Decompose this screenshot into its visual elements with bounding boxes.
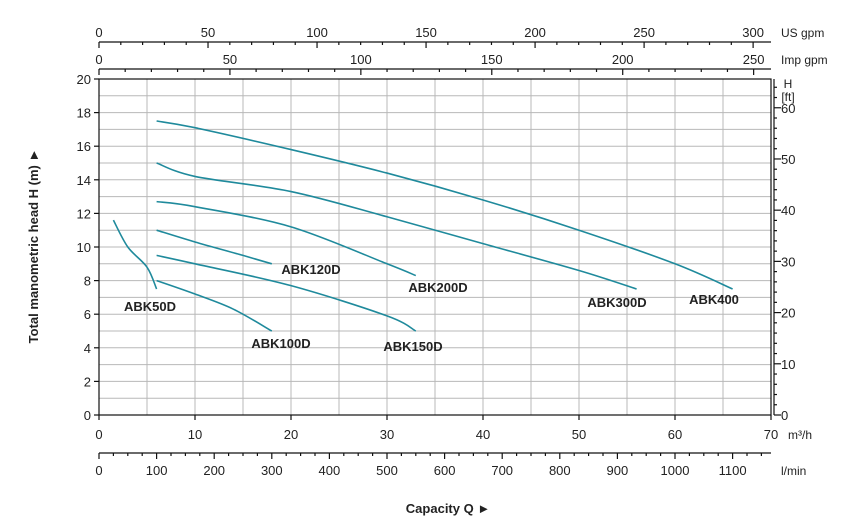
y-tick-label: 2 xyxy=(84,374,91,389)
series-curves xyxy=(112,120,733,332)
series-label-abk120d: ABK120D xyxy=(281,262,340,277)
secondary-tick-label: 900 xyxy=(607,463,629,478)
secondary-tick-label: 200 xyxy=(203,463,225,478)
secondary-tick-label: 50 xyxy=(201,25,215,40)
y-tick-label: 0 xyxy=(84,408,91,423)
y-tick-label: 14 xyxy=(77,173,91,188)
x-tick-label: 60 xyxy=(668,427,682,442)
y-tick-label: 18 xyxy=(77,106,91,121)
right-tick-label: 30 xyxy=(781,254,795,269)
secondary-axis-unit: Imp gpm xyxy=(781,53,828,67)
y-tick-label: 16 xyxy=(77,139,91,154)
curve-abk120d xyxy=(156,229,273,265)
y-tick-label: 6 xyxy=(84,307,91,322)
secondary-tick-label: 200 xyxy=(524,25,546,40)
y-tick-label: 10 xyxy=(77,240,91,255)
x-axis-unit: m³/h xyxy=(788,428,812,442)
x-tick-label: 20 xyxy=(284,427,298,442)
secondary-tick-label: 0 xyxy=(95,52,102,67)
x-tick-label: 50 xyxy=(572,427,586,442)
series-label-abk150d: ABK150D xyxy=(383,339,442,354)
x-tick-label: 70 xyxy=(764,427,778,442)
x-tick-label: 10 xyxy=(188,427,202,442)
right-tick-label: 10 xyxy=(781,357,795,372)
plot-grid xyxy=(98,78,772,416)
secondary-tick-label: 100 xyxy=(306,25,328,40)
x-tick-label: 30 xyxy=(380,427,394,442)
secondary-tick-label: 300 xyxy=(742,25,764,40)
series-label-abk100d: ABK100D xyxy=(251,336,310,351)
series-label-abk400: ABK400 xyxy=(689,292,739,307)
secondary-tick-label: 150 xyxy=(481,52,503,67)
secondary-tick-label: 1000 xyxy=(661,463,690,478)
secondary-tick-label: 200 xyxy=(612,52,634,67)
right-tick-label: 60 xyxy=(781,101,795,116)
x-axis-label: Capacity Q ► xyxy=(406,501,490,516)
secondary-tick-label: 250 xyxy=(633,25,655,40)
right-axis-unit: [ft] xyxy=(781,90,794,104)
x-tick-label: 40 xyxy=(476,427,490,442)
curve-abk400 xyxy=(156,120,733,290)
plot-axes xyxy=(94,41,781,459)
right-axis-title: H xyxy=(784,77,793,91)
secondary-tick-label: 1100 xyxy=(719,463,747,478)
series-labels: ABK50D ABK100D ABK120D ABK150D ABK200D ABK300… xyxy=(124,262,739,354)
curve-abk300d xyxy=(156,162,637,290)
secondary-tick-label: 600 xyxy=(434,463,456,478)
right-tick-label: 50 xyxy=(781,152,795,167)
secondary-tick-label: 0 xyxy=(95,463,102,478)
y-tick-label: 4 xyxy=(84,341,91,356)
curve-abk100d xyxy=(156,279,273,332)
series-label-abk300d: ABK300D xyxy=(587,295,646,310)
secondary-tick-label: 400 xyxy=(319,463,341,478)
secondary-tick-label: 250 xyxy=(743,52,765,67)
secondary-tick-label: 150 xyxy=(415,25,437,40)
curve-abk200d xyxy=(156,200,417,277)
right-tick-label: 20 xyxy=(781,306,795,321)
right-tick-label: 40 xyxy=(781,203,795,218)
secondary-axis-unit: US gpm xyxy=(781,26,824,40)
right-tick-label: 0 xyxy=(781,408,788,423)
secondary-tick-label: 500 xyxy=(376,463,398,478)
secondary-tick-label: 0 xyxy=(95,25,102,40)
secondary-tick-label: 300 xyxy=(261,463,283,478)
series-label-abk50d: ABK50D xyxy=(124,299,176,314)
y-tick-label: 20 xyxy=(77,72,91,87)
x-tick-label: 0 xyxy=(95,427,102,442)
secondary-tick-label: 800 xyxy=(549,463,571,478)
y-tick-label: 8 xyxy=(84,274,91,289)
secondary-tick-label: 100 xyxy=(146,463,168,478)
secondary-tick-label: 50 xyxy=(223,52,237,67)
secondary-tick-label: 700 xyxy=(491,463,513,478)
curve-abk50d xyxy=(112,219,158,290)
secondary-axis-unit: l/min xyxy=(781,464,806,478)
secondary-tick-label: 100 xyxy=(350,52,372,67)
y-axis-label: Total manometric head H (m) ► xyxy=(26,149,41,344)
y-tick-label: 12 xyxy=(77,206,91,221)
curve-abk150d xyxy=(156,254,417,332)
series-label-abk200d: ABK200D xyxy=(408,280,467,295)
